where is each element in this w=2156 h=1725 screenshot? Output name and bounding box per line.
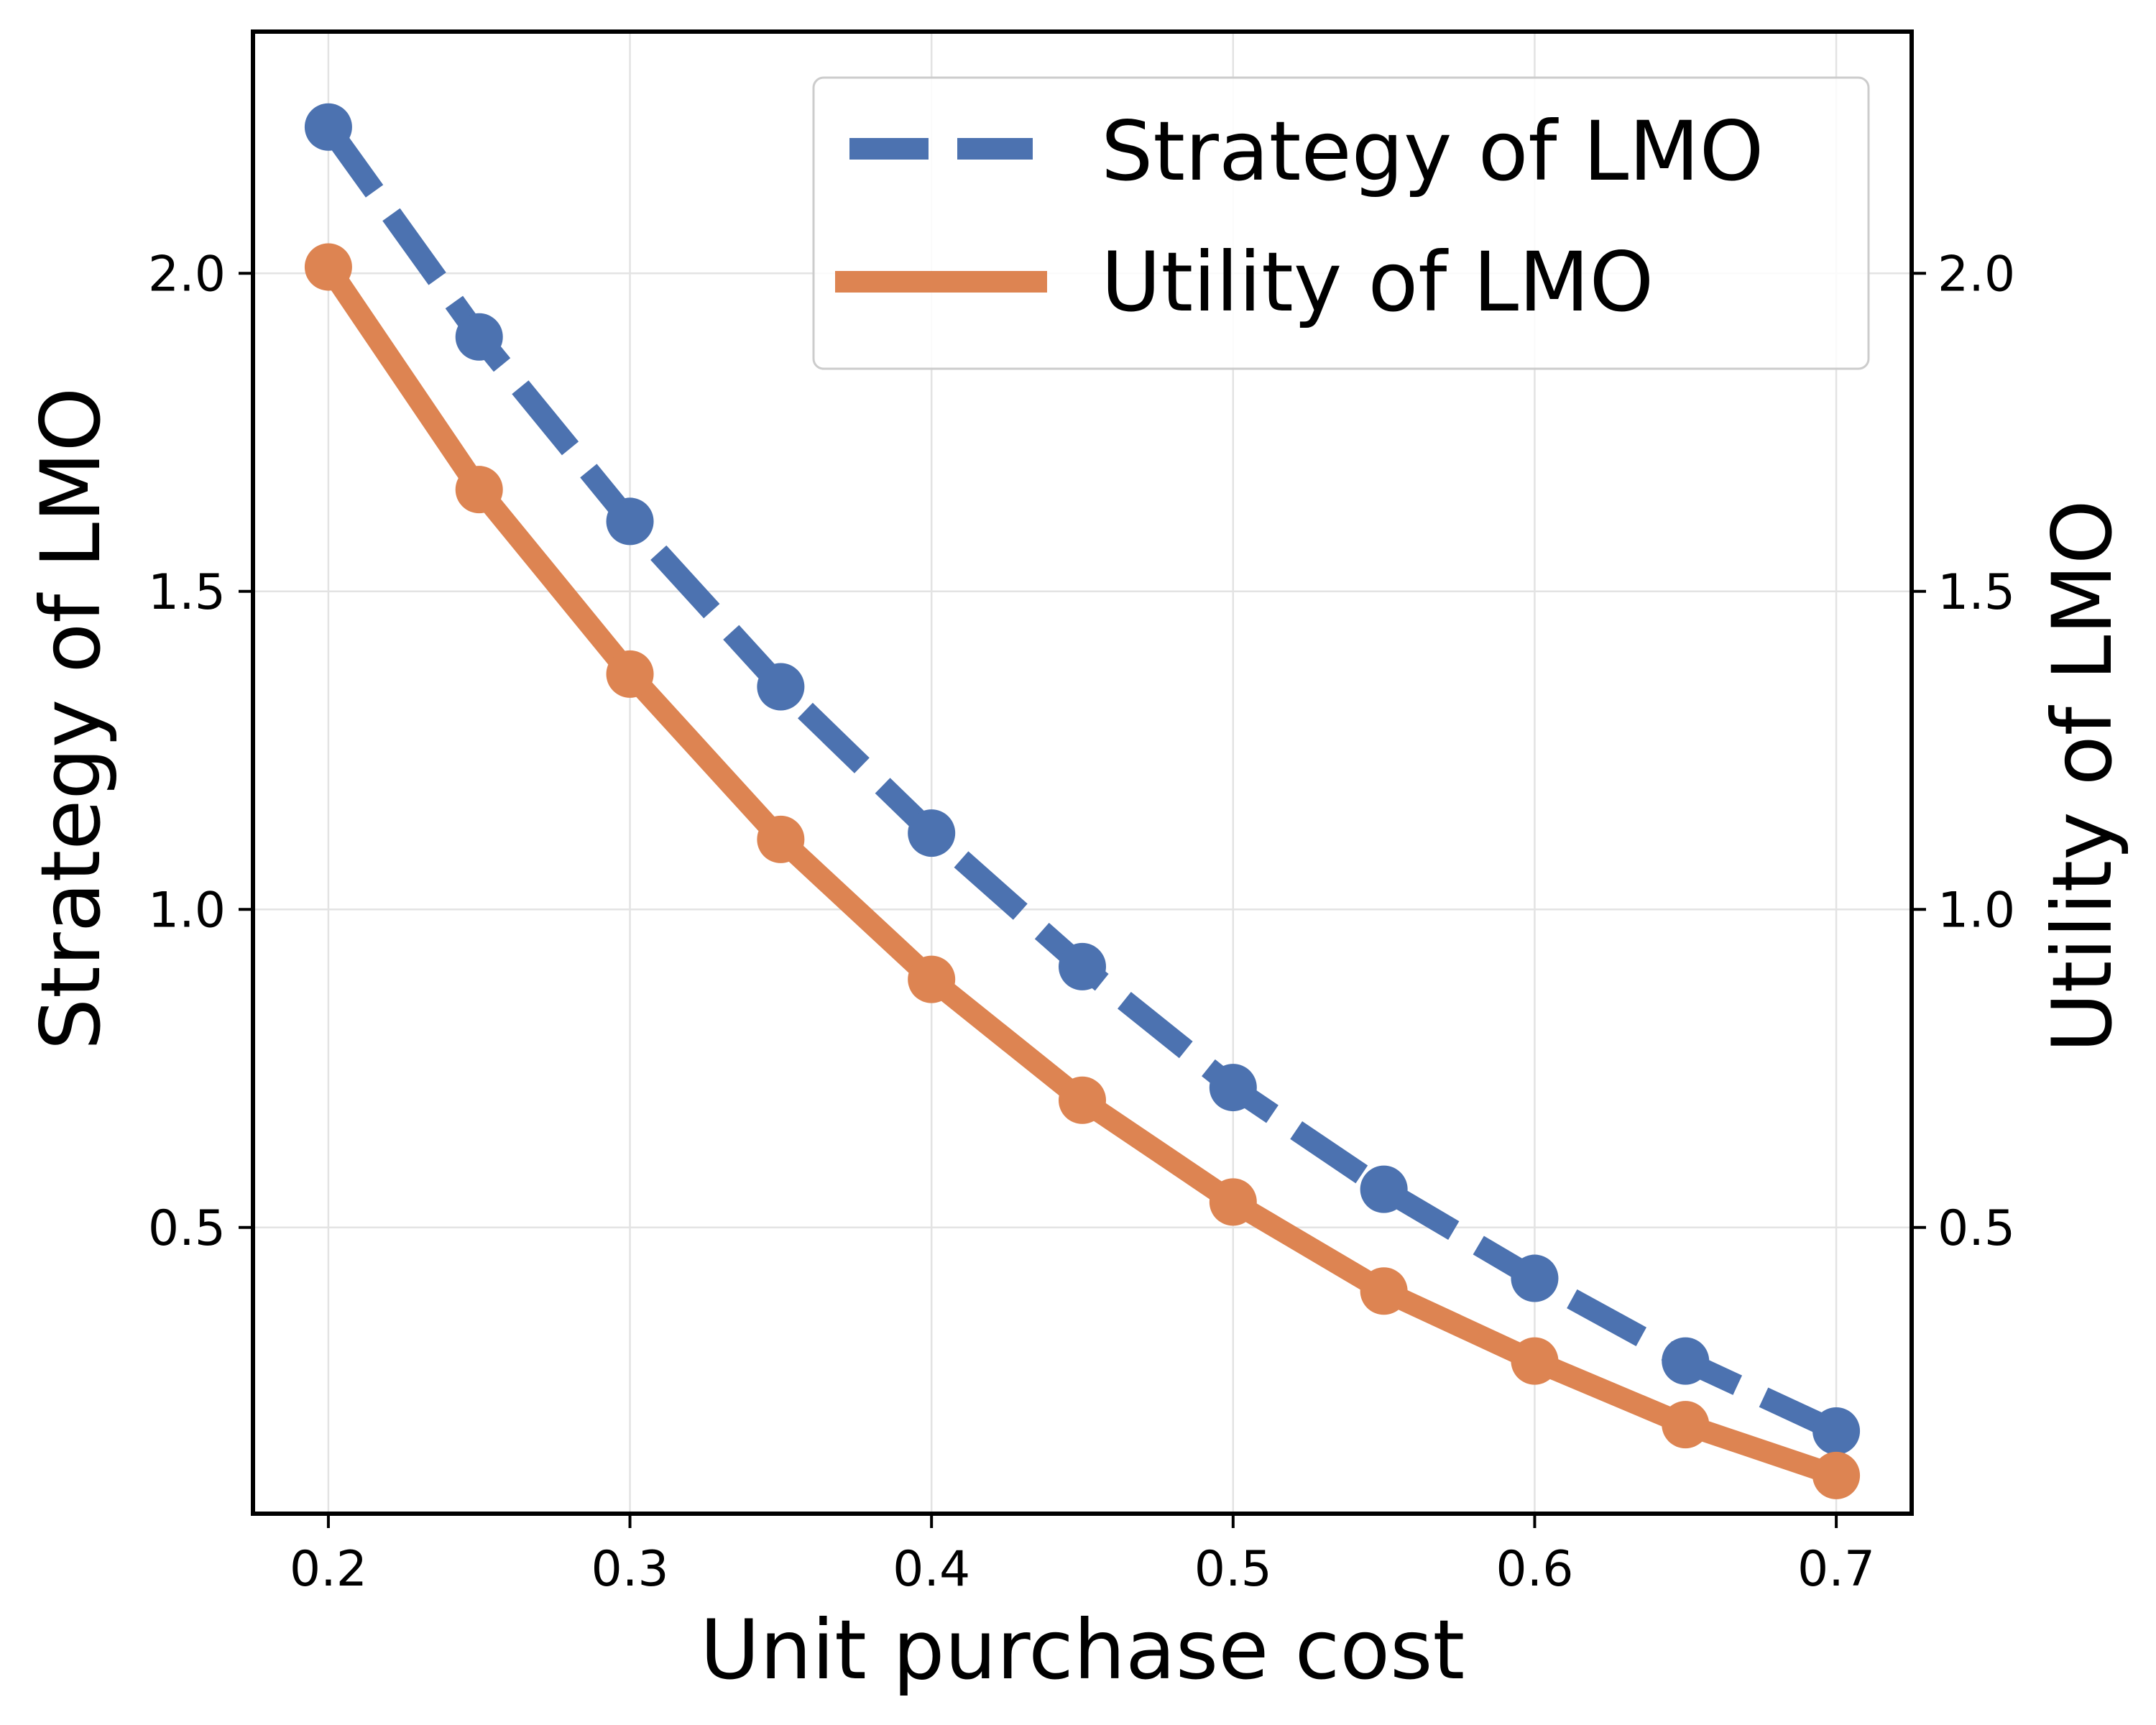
left-y-tick-label: 0.5: [148, 1200, 226, 1257]
right-y-tick-label: 1.0: [1938, 882, 2015, 939]
right-y-tick-label: 2.0: [1938, 246, 2015, 303]
data-point-strategy-of-lmo: [1360, 1165, 1408, 1213]
left-y-tick-label: 2.0: [148, 246, 226, 303]
legend-frame: [812, 76, 1870, 370]
legend-label-utility: Utility of LMO: [1101, 234, 1654, 330]
data-point-strategy-of-lmo: [1511, 1254, 1559, 1302]
x-tick-label: 0.5: [1194, 1541, 1272, 1598]
left-y-tick-label: 1.0: [148, 882, 226, 939]
data-point-strategy-of-lmo: [908, 809, 956, 857]
left-y-axis-title: Strategy of LMO: [23, 387, 119, 1050]
series-layer: [304, 103, 1861, 1499]
data-point-strategy-of-lmo: [1812, 1407, 1861, 1455]
data-point-utility-of-lmo: [1059, 1076, 1106, 1124]
data-point-utility-of-lmo: [757, 815, 805, 863]
left-y-tick-label: 1.5: [148, 564, 226, 621]
right-y-tick-label: 0.5: [1938, 1200, 2015, 1257]
data-point-utility-of-lmo: [908, 955, 956, 1003]
data-point-strategy-of-lmo: [455, 313, 503, 361]
data-point-utility-of-lmo: [1209, 1178, 1257, 1226]
data-point-strategy-of-lmo: [304, 103, 352, 151]
data-point-utility-of-lmo: [606, 650, 654, 698]
right-y-axis-title: Utility of LMO: [2035, 500, 2130, 1052]
data-point-utility-of-lmo: [1511, 1337, 1559, 1385]
x-axis-title: Unit purchase cost: [700, 1602, 1465, 1698]
x-tick-label: 0.6: [1496, 1541, 1573, 1598]
right-y-tick-label: 1.5: [1938, 564, 2015, 621]
legend-label-strategy: Strategy of LMO: [1101, 104, 1764, 199]
legend: Strategy of LMO Utility of LMO: [812, 76, 1870, 370]
x-tick-label: 0.3: [591, 1541, 668, 1598]
data-point-utility-of-lmo: [304, 243, 352, 291]
series-line-utility-of-lmo: [319, 260, 1840, 1486]
x-tick-label: 0.7: [1797, 1541, 1875, 1598]
data-point-strategy-of-lmo: [757, 663, 805, 711]
data-point-utility-of-lmo: [455, 466, 503, 514]
data-point-strategy-of-lmo: [606, 497, 654, 546]
plot-frame: [251, 29, 1914, 1516]
data-point-strategy-of-lmo: [1059, 942, 1106, 990]
x-tick-label: 0.4: [893, 1541, 970, 1598]
x-tick-label: 0.2: [290, 1541, 367, 1598]
data-point-strategy-of-lmo: [1209, 1064, 1257, 1112]
ticks-layer: 0.2 0.3 0.4 0.5 0.6 0.7 0.5 0.5 1.0 1.0 1.5 1.5 2.0 2…: [148, 246, 2015, 1598]
data-point-strategy-of-lmo: [1662, 1337, 1710, 1385]
data-point-utility-of-lmo: [1662, 1401, 1710, 1449]
data-point-utility-of-lmo: [1360, 1267, 1408, 1315]
data-point-utility-of-lmo: [1812, 1451, 1861, 1499]
